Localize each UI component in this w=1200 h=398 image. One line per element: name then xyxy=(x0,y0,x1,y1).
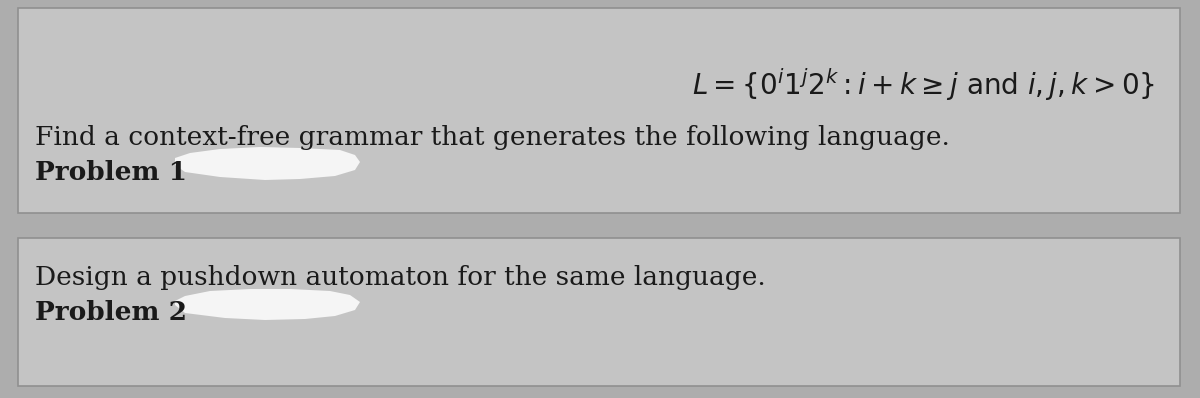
Polygon shape xyxy=(175,147,360,180)
Text: $L = \{0^i1^j2^k : i+k \geq j \text{ and } i, j, k > 0\}$: $L = \{0^i1^j2^k : i+k \geq j \text{ and… xyxy=(692,67,1154,103)
Bar xyxy=(18,8,1180,213)
Text: Problem 1: Problem 1 xyxy=(35,160,187,185)
Bar xyxy=(18,238,1180,386)
Text: Problem 2: Problem 2 xyxy=(35,300,187,326)
Polygon shape xyxy=(175,289,360,320)
Text: Find a context-free grammar that generates the following language.: Find a context-free grammar that generat… xyxy=(35,125,950,150)
Text: Design a pushdown automaton for the same language.: Design a pushdown automaton for the same… xyxy=(35,265,766,291)
